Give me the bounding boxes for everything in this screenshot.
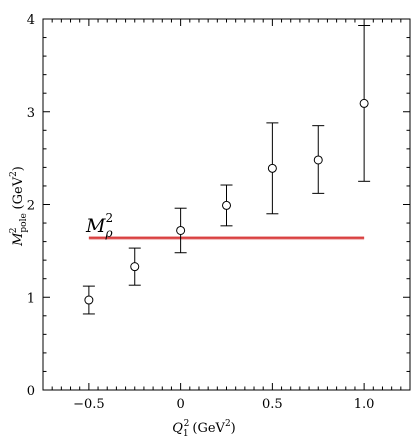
data-point [82, 285, 95, 315]
x-axis-title-sup: 2 [184, 419, 190, 429]
y-tick-label: 3 [27, 106, 35, 121]
band-label-sub: ρ [104, 226, 112, 240]
point-marker [313, 155, 323, 165]
data-point [128, 247, 141, 286]
data-point [312, 125, 325, 194]
point-marker [176, 225, 186, 235]
y-axis-title-unit: (GeV [11, 176, 26, 209]
band-label: Mρ2 [85, 211, 113, 240]
band-label-base: M [85, 215, 106, 237]
data-point [358, 24, 371, 182]
y-axis-title-sub: pole [19, 213, 29, 232]
x-axis-title: Q12 (GeV2) [172, 419, 236, 439]
point-marker [222, 200, 231, 210]
y-tick-label: 0 [27, 384, 35, 399]
data-point [174, 207, 187, 254]
data-point [220, 184, 233, 227]
x-axis-title-unit: (GeV [192, 421, 225, 436]
x-axis-title-unit-close: ) [231, 421, 236, 436]
data-point [266, 122, 279, 215]
point-marker [130, 262, 140, 272]
y-tick-label: 1 [27, 291, 35, 306]
point-marker [84, 295, 94, 305]
y-axis-title-sup: 2 [9, 227, 19, 233]
x-tick-label: 1.0 [354, 397, 375, 412]
x-tick-label: 0.5 [262, 397, 283, 412]
band-label-sup: 2 [106, 211, 114, 225]
x-tick-label: 0 [176, 397, 184, 412]
rho-mass-band [88, 236, 365, 241]
y-axis-title-base: M [11, 232, 26, 247]
y-tick-label: 2 [27, 199, 35, 214]
x-axis-title-sub: 1 [183, 429, 189, 439]
x-axis-title-unit-sup: 2 [225, 419, 231, 429]
data-points [82, 24, 371, 315]
y-axis-title-unit-close: ) [11, 166, 26, 171]
y-axis-title-unit-sup: 2 [9, 171, 19, 177]
point-marker [267, 163, 277, 173]
point-marker [359, 98, 369, 108]
y-axis-title: Mpole2(GeV2) [9, 166, 29, 247]
x-axis-title-base: Q [172, 421, 183, 436]
x-tick-label: −0.5 [73, 397, 105, 412]
y-tick-label: 4 [27, 13, 35, 28]
plot-axes: −0.5 0 0.5 1.0 0 1 2 3 4 [27, 13, 411, 412]
